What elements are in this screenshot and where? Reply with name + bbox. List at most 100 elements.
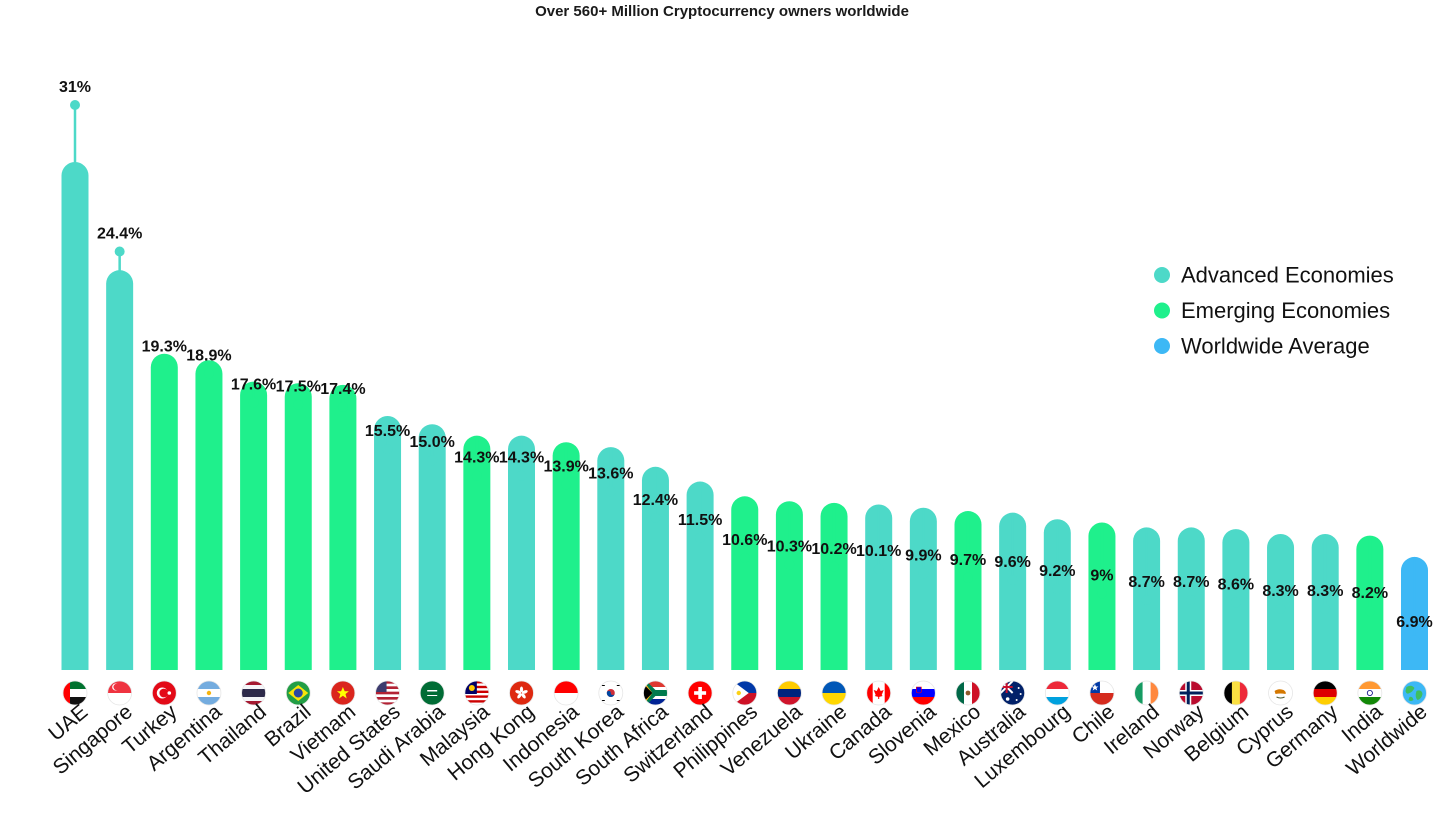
dot-cyprus xyxy=(1275,603,1286,614)
bar-ukraine xyxy=(820,502,848,670)
bar-turkey xyxy=(150,353,178,670)
dot-venezuela xyxy=(784,559,795,570)
dot-slovenia xyxy=(918,568,929,579)
value-label-slovenia: 9.9% xyxy=(905,547,941,564)
value-label-united-states: 15.5% xyxy=(365,423,410,440)
bar-venezuela xyxy=(775,501,803,670)
dot-saudi-arabia xyxy=(427,455,438,466)
value-label-chile: 9% xyxy=(1090,567,1113,584)
ukraine-flag-icon xyxy=(821,680,847,706)
dot-brazil xyxy=(293,399,304,410)
value-label-south-korea: 13.6% xyxy=(588,465,633,482)
dot-south-africa xyxy=(650,512,661,523)
bar-indonesia xyxy=(552,442,580,670)
value-label-uae: 31% xyxy=(59,79,91,96)
value-label-ukraine: 10.2% xyxy=(811,541,856,558)
bar-south-africa xyxy=(641,466,669,670)
ireland-flag-icon xyxy=(1134,680,1159,706)
luxembourg-flag-icon xyxy=(1044,680,1070,706)
belgium-flag-icon xyxy=(1223,680,1249,706)
value-label-ireland: 8.7% xyxy=(1128,574,1164,591)
dot-luxembourg xyxy=(1052,583,1063,594)
value-label-indonesia: 13.9% xyxy=(543,459,588,476)
legend-label-emerging: Emerging Economies xyxy=(1181,298,1390,323)
turkey-flag-icon xyxy=(151,680,177,706)
dot-ireland xyxy=(1141,595,1152,606)
dot-mexico xyxy=(963,572,973,583)
south-korea-flag-icon xyxy=(598,680,624,706)
dot-australia xyxy=(1007,575,1018,586)
argentina-flag-icon xyxy=(196,680,222,706)
value-label-thailand: 17.6% xyxy=(231,376,276,393)
dot-hong-kong xyxy=(516,470,527,481)
saudi-arabia-flag-icon xyxy=(419,680,445,706)
value-label-south-africa: 12.4% xyxy=(633,492,678,509)
dot-norway xyxy=(1186,595,1197,606)
dot-malaysia xyxy=(471,470,482,481)
bar-singapore xyxy=(106,270,134,670)
value-label-norway: 8.7% xyxy=(1173,574,1209,591)
value-label-turkey: 19.3% xyxy=(142,339,187,356)
value-label-venezuela: 10.3% xyxy=(767,539,812,556)
bar-slovenia xyxy=(909,507,937,670)
vietnam-flag-icon xyxy=(330,680,356,706)
value-label-argentina: 18.9% xyxy=(186,348,231,365)
hong-kong-flag-icon xyxy=(509,680,534,706)
bar-hong-kong xyxy=(508,435,535,670)
uae-flag-icon xyxy=(62,680,88,706)
value-label-mexico: 9.7% xyxy=(950,552,986,569)
value-label-philippines: 10.6% xyxy=(722,532,767,549)
dot-turkey xyxy=(159,359,170,370)
legend-marker-emerging xyxy=(1154,302,1170,319)
value-label-malaysia: 14.3% xyxy=(454,450,499,467)
value-label-india: 8.2% xyxy=(1352,585,1388,602)
dot-south-korea xyxy=(605,486,616,497)
value-label-brazil: 17.5% xyxy=(276,379,321,396)
united-states-flag-icon xyxy=(375,680,400,706)
slovenia-flag-icon xyxy=(910,680,936,706)
philippines-flag-icon xyxy=(732,680,758,706)
bar-united-states xyxy=(374,416,402,670)
switzerland-flag-icon xyxy=(687,680,713,706)
cyprus-flag-icon xyxy=(1268,680,1293,706)
value-label-belgium: 8.6% xyxy=(1218,576,1254,593)
value-label-australia: 9.6% xyxy=(994,554,1030,571)
value-label-germany: 8.3% xyxy=(1307,583,1343,600)
dot-argentina xyxy=(203,368,214,379)
dot-india xyxy=(1364,606,1375,617)
bar-canada xyxy=(865,504,893,670)
thailand-flag-icon xyxy=(241,680,267,706)
bar-argentina xyxy=(195,360,223,670)
mexico-flag-icon xyxy=(955,680,981,706)
legend-label-worldwide: Worldwide Average xyxy=(1181,334,1370,359)
bar-luxembourg xyxy=(1043,519,1071,670)
venezuela-flag-icon xyxy=(777,680,802,706)
bar-thailand xyxy=(240,381,268,670)
bar-brazil xyxy=(284,383,312,670)
dot-belgium xyxy=(1230,597,1241,608)
bar-philippines xyxy=(731,496,759,670)
value-label-singapore: 24.4% xyxy=(97,226,142,243)
germany-flag-icon xyxy=(1312,680,1338,706)
legend-marker-worldwide xyxy=(1154,338,1170,354)
canada-flag-icon xyxy=(866,680,892,706)
value-label-vietnam: 17.4% xyxy=(320,381,365,398)
singapore-flag-icon xyxy=(107,680,133,706)
india-flag-icon xyxy=(1357,680,1383,706)
brazil-flag-icon xyxy=(285,680,311,706)
legend-marker-advanced xyxy=(1154,267,1170,283)
value-label-saudi-arabia: 15.0% xyxy=(410,434,455,451)
bar-saudi-arabia xyxy=(418,424,446,670)
bar-switzerland xyxy=(686,481,714,670)
value-label-hong-kong: 14.3% xyxy=(499,450,544,467)
australia-flag-icon xyxy=(1000,680,1026,706)
dot-uae xyxy=(70,100,80,110)
bar-south-korea xyxy=(597,447,625,670)
dot-germany xyxy=(1320,603,1331,614)
legend-label-advanced: Advanced Economies xyxy=(1181,263,1394,288)
indonesia-flag-icon xyxy=(553,680,579,706)
value-label-worldwide: 6.9% xyxy=(1396,614,1432,631)
bar-australia xyxy=(999,512,1027,670)
